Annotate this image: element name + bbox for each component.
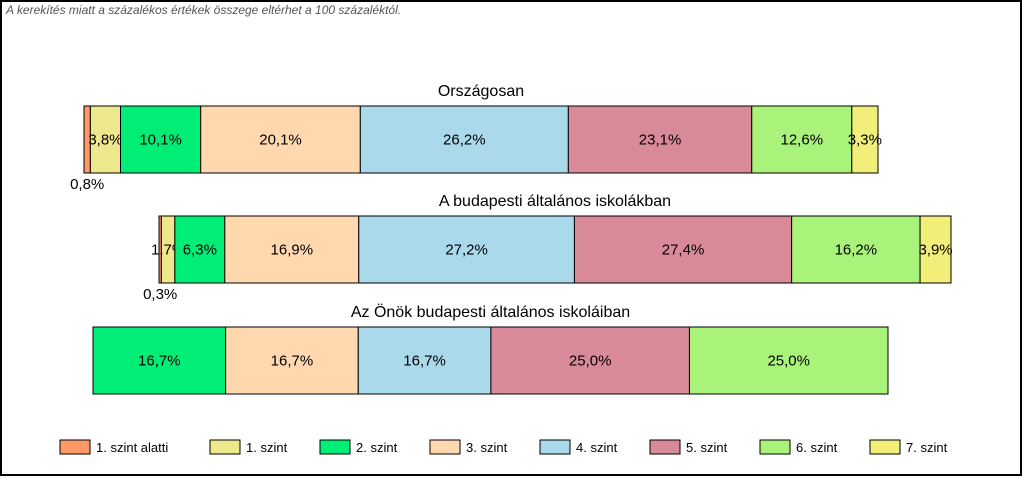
bar-row1-seg5 (359, 105, 569, 174)
data-label-row3-seg4: 16,7% (271, 353, 314, 370)
legend-swatch-3 (319, 439, 351, 455)
data-label-row1-seg4: 20,1% (259, 132, 302, 149)
bar-row3-seg5 (357, 326, 492, 395)
bar-row3-seg4 (225, 326, 359, 395)
bar-row2-seg4 (224, 215, 360, 284)
data-label-row1-seg7: 12,6% (781, 132, 824, 149)
bar-row1-seg7 (751, 105, 853, 174)
legend-swatch-5 (539, 439, 571, 455)
data-label-row1-seg6: 23,1% (639, 132, 682, 149)
legend-label-1: 1. szint alatti (96, 440, 168, 455)
bar-row2-seg5 (358, 215, 575, 284)
row-title-3: Az Önök budapesti általános iskoláiban (351, 303, 630, 321)
bar-row1-seg3 (120, 105, 202, 174)
data-label-row3-seg3: 16,7% (138, 353, 181, 370)
legend-label-7: 6. szint (796, 440, 838, 455)
data-label-row2-seg1: 0,3% (143, 286, 177, 303)
bar-row1-seg8 (851, 105, 879, 174)
legend-label-5: 4. szint (576, 440, 618, 455)
data-label-row2-seg6: 27,4% (662, 242, 705, 259)
bar-row1-seg6 (567, 105, 753, 174)
legend-swatch-8 (869, 439, 901, 455)
legend-swatch-7 (759, 439, 791, 455)
bar-row3-seg7 (688, 326, 889, 395)
data-label-row2-seg4: 16,9% (271, 242, 314, 259)
legend-label-6: 5. szint (686, 440, 728, 455)
data-label-row3-seg6: 25,0% (569, 353, 612, 370)
data-label-row2-seg8: 3,9% (918, 242, 952, 259)
legend-swatch-2 (209, 439, 241, 455)
legend-label-2: 1. szint (246, 440, 288, 455)
data-label-row1-seg2: 3,8% (88, 132, 122, 149)
legend-swatch-6 (649, 439, 681, 455)
data-label-row1-seg1: 0,8% (70, 176, 104, 193)
legend-label-3: 2. szint (356, 440, 398, 455)
bar-row2-seg6 (573, 215, 793, 284)
data-label-row1-seg3: 10,1% (139, 132, 182, 149)
data-label-row1-seg5: 26,2% (443, 132, 486, 149)
legend-label-4: 3. szint (466, 440, 508, 455)
bar-row3-seg6 (490, 326, 690, 395)
bar-row1-seg4 (200, 105, 361, 174)
bar-row2-seg3 (174, 215, 226, 284)
legend-swatch-4 (429, 439, 461, 455)
bar-row2-seg8 (919, 215, 952, 284)
data-label-row3-seg5: 16,7% (403, 353, 446, 370)
data-label-row1-seg8: 3,3% (848, 132, 882, 149)
bar-row2-seg7 (791, 215, 921, 284)
rounding-note: A kerekítés miatt a százalékos értékek ö… (6, 3, 402, 17)
data-label-row2-seg5: 27,2% (445, 242, 488, 259)
data-label-row2-seg7: 16,2% (835, 242, 878, 259)
legend-label-8: 7. szint (906, 440, 948, 455)
row-title-1: Országosan (438, 83, 524, 100)
legend-swatch-1 (59, 439, 91, 455)
data-label-row3-seg7: 25,0% (767, 353, 810, 370)
row-title-2: A budapesti általános iskolákban (439, 193, 671, 210)
data-label-row2-seg3: 6,3% (183, 242, 217, 259)
bar-row3-seg3 (92, 326, 227, 395)
